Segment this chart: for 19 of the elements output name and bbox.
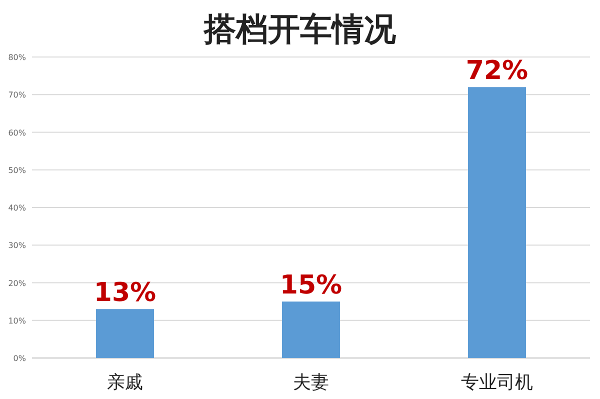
y-tick-label: 70%	[8, 90, 26, 100]
y-tick-label: 50%	[8, 166, 26, 175]
chart-title: 搭档开车情况	[203, 10, 397, 48]
y-tick-label: 10%	[8, 316, 26, 326]
y-tick-label: 30%	[8, 241, 26, 250]
y-tick-label: 0%	[13, 354, 26, 363]
y-tick-label: 20%	[8, 278, 26, 288]
y-tick-label: 60%	[8, 128, 26, 138]
data-label: 72%	[466, 56, 528, 86]
y-tick-label: 40%	[8, 204, 26, 212]
bar	[468, 87, 526, 358]
data-label: 13%	[94, 278, 156, 308]
x-tick-label: 专业司机	[461, 372, 533, 393]
x-tick-label: 夫妻	[293, 372, 329, 393]
y-tick-label: 80%	[8, 53, 26, 62]
x-tick-label: 亲戚	[107, 372, 143, 393]
bar	[282, 302, 340, 358]
data-label: 15%	[280, 270, 342, 301]
bar	[96, 309, 154, 358]
